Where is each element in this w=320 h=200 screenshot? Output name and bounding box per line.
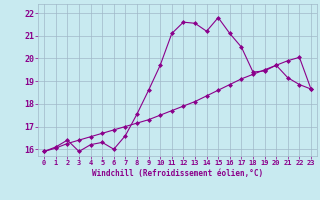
X-axis label: Windchill (Refroidissement éolien,°C): Windchill (Refroidissement éolien,°C) — [92, 169, 263, 178]
